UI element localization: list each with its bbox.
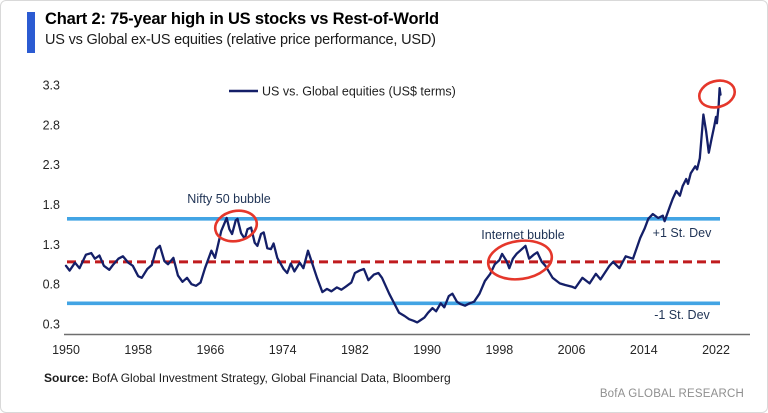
y-tick-label: 1.3 xyxy=(43,238,60,252)
x-tick-label: 1998 xyxy=(485,343,513,357)
brand-mark: BofA GLOBAL RESEARCH xyxy=(599,388,744,400)
chart-title: Chart 2: 75-year high in US stocks vs Re… xyxy=(45,10,439,28)
legend-group: US vs. Global equities (US$ terms) xyxy=(229,85,456,99)
tick-labels-group: 0.3 0.8 1.3 1.8 2.3 2.8 3.3 1950 1958 1966 1974 198… xyxy=(43,78,730,357)
source-label: Source: xyxy=(44,371,89,385)
x-tick-label: 2022 xyxy=(702,343,730,357)
y-tick-label: 0.3 xyxy=(43,318,60,332)
x-tick-label: 1950 xyxy=(52,343,80,357)
x-tick-label: 1974 xyxy=(269,343,297,357)
series-group xyxy=(64,87,722,324)
annotations-group: Nifty 50 bubble Internet bubble +1 St. Dev… xyxy=(187,79,737,322)
y-tick-label: 3.3 xyxy=(43,78,60,92)
source-text: BofA Global Investment Strategy, Global … xyxy=(88,371,451,385)
x-tick-label: 2014 xyxy=(630,343,658,357)
annotation-label: Nifty 50 bubble xyxy=(187,192,270,206)
highlight-ellipse xyxy=(213,209,259,243)
x-tick-label: 1966 xyxy=(197,343,225,357)
x-tick-label: 1982 xyxy=(341,343,369,357)
y-tick-label: 1.8 xyxy=(43,198,60,212)
title-accent-bar xyxy=(27,12,35,53)
stdev-label: +1 St. Dev xyxy=(653,226,712,240)
series-line xyxy=(64,87,722,324)
y-tick-label: 2.3 xyxy=(43,158,60,172)
stdev-label: -1 St. Dev xyxy=(654,308,710,322)
x-tick-label: 2006 xyxy=(558,343,586,357)
y-tick-label: 0.8 xyxy=(43,278,60,292)
highlight-ellipse xyxy=(486,239,554,281)
x-tick-label: 1990 xyxy=(413,343,441,357)
highlight-ellipse xyxy=(697,79,737,109)
chart-subtitle: US vs Global ex-US equities (relative pr… xyxy=(45,32,436,48)
legend-label: US vs. Global equities (US$ terms) xyxy=(262,85,456,99)
source-note: Source: BofA Global Investment Strategy,… xyxy=(44,371,451,385)
x-tick-label: 1958 xyxy=(124,343,152,357)
annotation-label: Internet bubble xyxy=(481,228,564,242)
y-tick-label: 2.8 xyxy=(43,118,60,132)
